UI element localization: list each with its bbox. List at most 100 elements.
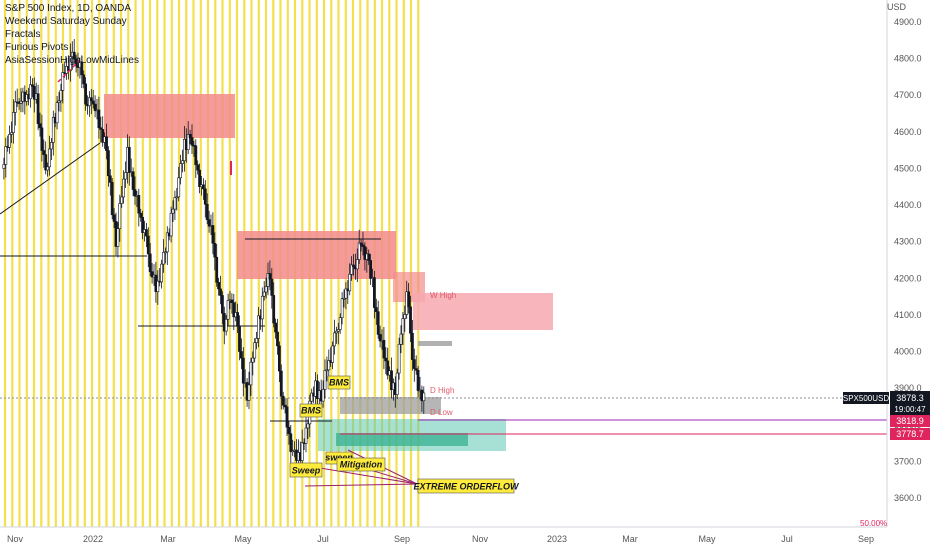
candle-body <box>59 90 63 102</box>
candle-body <box>177 177 181 198</box>
candle-body <box>131 171 135 190</box>
candle-body <box>44 154 48 171</box>
y-tick-label: 3600.0 <box>894 493 922 503</box>
last-price-tag-bg <box>890 391 930 415</box>
candle-body <box>338 317 342 330</box>
candle-body <box>350 264 354 275</box>
candle-body <box>112 214 116 222</box>
candle-body <box>110 182 114 216</box>
candle-body <box>397 343 401 374</box>
x-tick-label: May <box>234 534 252 544</box>
candle-body <box>196 164 200 171</box>
candle-body <box>333 332 336 347</box>
candle-body <box>118 203 122 229</box>
candle-body <box>194 145 198 166</box>
candle-body <box>203 188 207 205</box>
candle-body <box>107 150 110 177</box>
candle-body <box>272 295 276 324</box>
candle-body <box>175 196 179 199</box>
candle-body <box>266 273 270 287</box>
candle-body <box>99 127 103 130</box>
candle-body <box>382 339 386 359</box>
candle-body <box>359 242 363 246</box>
candle-body <box>367 253 371 261</box>
y-tick-label: 4500.0 <box>894 163 922 173</box>
y-tick-label: 3900.0 <box>894 383 922 393</box>
candle-body <box>122 178 126 198</box>
candle-body <box>181 160 184 164</box>
candle-body <box>49 142 53 150</box>
annotation-tag-bg <box>289 462 323 478</box>
y-tick-label: 4100.0 <box>894 310 922 320</box>
candle-body <box>390 370 393 390</box>
candle-body <box>401 318 405 335</box>
x-tick-label: 2022 <box>83 534 103 544</box>
candle-body <box>80 61 84 76</box>
candle-body <box>156 280 160 293</box>
candle-body <box>409 306 412 334</box>
x-tick-label: May <box>698 534 716 544</box>
candle-body <box>363 246 367 260</box>
candle-body <box>74 58 78 67</box>
candle-body <box>150 271 154 278</box>
candle-body <box>306 423 310 429</box>
candle-body <box>88 97 91 107</box>
candle-body <box>186 134 190 150</box>
candle-body <box>120 196 124 204</box>
candle-body <box>51 116 55 143</box>
candle-body <box>279 370 283 397</box>
level-label-d-high: D High <box>430 386 454 395</box>
candle-body <box>238 326 241 352</box>
x-tick-label: Nov <box>7 534 24 544</box>
candle-body <box>29 84 32 100</box>
indicator-asia-session[interactable]: AsiaSessionHighLowMidLines <box>5 55 139 66</box>
candle-body <box>127 147 131 173</box>
candle-body <box>146 235 150 255</box>
time-axis-bg <box>0 527 932 550</box>
zone-grey-small <box>418 341 452 346</box>
candle-body <box>226 300 230 320</box>
last-price-tag: 3878.3 <box>896 393 924 403</box>
x-tick-label: Jul <box>317 534 329 544</box>
candle-body <box>116 228 120 247</box>
candle-body <box>217 282 221 290</box>
candle-body <box>19 100 23 104</box>
candle-body <box>108 175 112 183</box>
candle-body <box>211 225 215 244</box>
candle-body <box>137 195 141 214</box>
candle-body <box>221 295 224 314</box>
candle-body <box>89 97 93 102</box>
candle-body <box>334 330 338 334</box>
candle-body <box>300 442 304 461</box>
indicator-pivots[interactable]: Furious Pivots <box>5 42 69 53</box>
candle-body <box>4 146 8 165</box>
candle-body <box>202 184 205 190</box>
chart-title[interactable]: S&P 500 Index, 1D, OANDA <box>5 3 131 14</box>
candle-body <box>171 208 175 214</box>
candle-body <box>403 314 407 319</box>
candle-body <box>162 252 165 265</box>
candle-body <box>148 253 152 273</box>
candle-body <box>36 93 40 124</box>
annotation-tag-bg <box>417 478 515 494</box>
candle-body <box>145 229 148 237</box>
candle-body <box>139 212 143 218</box>
indicator-weekend[interactable]: Weekend Saturday Sunday <box>5 16 127 27</box>
annotation-tag: Sweep <box>292 466 321 476</box>
candle-body <box>30 84 34 87</box>
x-tick-label: Nov <box>472 534 489 544</box>
candle-body <box>84 83 88 105</box>
zone-supply-projected <box>413 293 553 330</box>
annotation-tag-bg <box>299 403 323 418</box>
candle-body <box>399 333 403 345</box>
candle-body <box>361 244 365 247</box>
candle-body <box>32 86 36 100</box>
candle-body <box>416 370 420 391</box>
candle-body <box>315 380 319 399</box>
candle-body <box>268 273 272 280</box>
indicator-fractals[interactable]: Fractals <box>5 29 41 40</box>
candle-body <box>336 329 340 332</box>
candle-body <box>8 134 12 148</box>
